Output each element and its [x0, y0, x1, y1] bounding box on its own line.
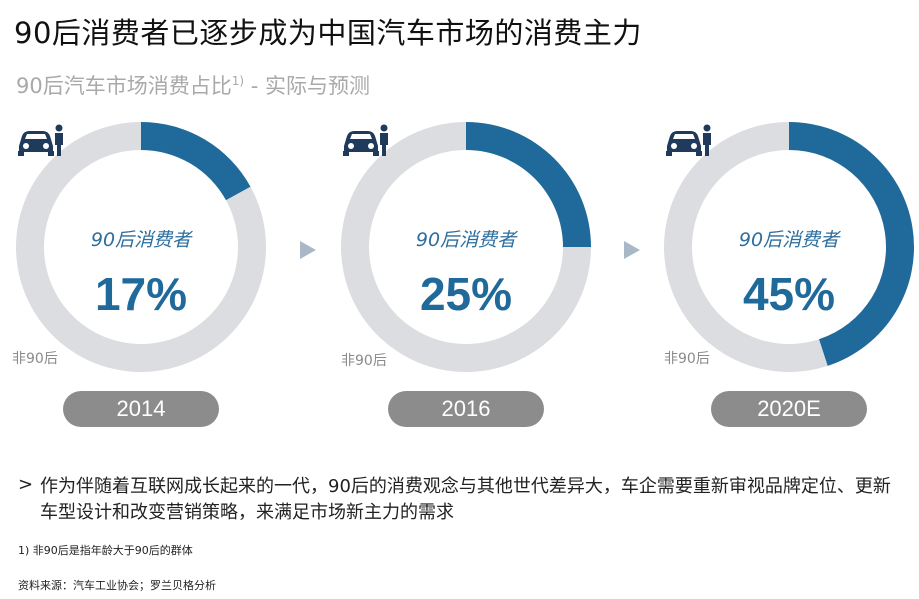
arrow-right-icon [624, 241, 640, 259]
car-with-person-icon [343, 124, 388, 156]
donut-slice-90s [141, 122, 251, 201]
donut-svg [341, 122, 591, 372]
donut-svg [15, 122, 266, 372]
arrow-right-icon [300, 241, 316, 259]
donut-chart-2020e: 90后消费者 45% 非90后 [664, 122, 915, 372]
bullet-text: 作为伴随着互联网成长起来的一代，90后的消费观念与其他世代差异大，车企需要重新审… [40, 476, 891, 523]
center-label: 90后消费者 [415, 229, 517, 251]
donut-slice-90s [466, 122, 591, 247]
other-label: 非90后 [664, 351, 710, 367]
other-label: 非90后 [341, 353, 387, 369]
center-value: 45% [742, 268, 836, 320]
subtitle-footnote-ref: 1) [231, 74, 245, 88]
year-label-2016: 2016 [388, 391, 544, 427]
center-label: 90后消费者 [738, 229, 840, 251]
year-label-2020e: 2020E [711, 391, 867, 427]
source-note: 资料来源：汽车工业协会；罗兰贝格分析 [18, 579, 216, 592]
center-label: 90后消费者 [90, 229, 192, 251]
center-value: 25% [419, 268, 513, 320]
donut-slice-non-90s [664, 122, 828, 372]
footnote: 1) 非90后是指年龄大于90后的群体 [18, 544, 193, 557]
subtitle-text: 90后汽车市场消费占比 [16, 74, 232, 98]
center-value: 17% [94, 268, 188, 320]
bullet-marker: > [18, 474, 34, 495]
page-title: 90后消费者已逐步成为中国汽车市场的消费主力 [14, 16, 642, 50]
year-label-2014: 2014 [63, 391, 219, 427]
donut-svg [664, 122, 915, 372]
donut-chart-2016: 90后消费者 25% 非90后 [341, 122, 591, 372]
car-with-person-icon [18, 124, 63, 156]
donut-slice-90s [789, 122, 915, 366]
donut-chart-2014: 90后消费者 17% 非90后 [12, 122, 266, 372]
car-with-person-icon [666, 124, 711, 156]
chart-subtitle: 90后汽车市场消费占比1) - 实际与预测 [16, 70, 370, 100]
subtitle-tail: - 实际与预测 [244, 74, 370, 98]
other-label: 非90后 [12, 351, 58, 367]
